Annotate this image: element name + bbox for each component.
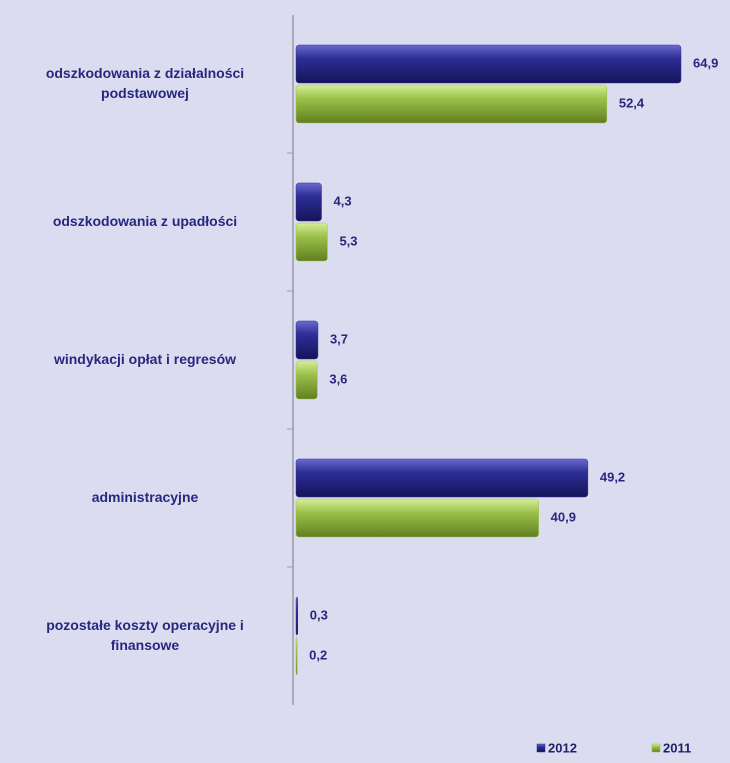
category-label: odszkodowania z upadłości: [53, 213, 237, 229]
category-label: windykacji opłat i regresów: [53, 351, 236, 367]
bar: [295, 596, 299, 636]
legend-swatch: [651, 743, 661, 753]
value-label: 0,2: [309, 647, 327, 662]
value-label: 52,4: [619, 95, 645, 110]
legend-swatch: [536, 743, 546, 753]
category-label: administracyjne: [92, 489, 199, 505]
legend-label: 2012: [548, 740, 577, 755]
value-label: 40,9: [551, 509, 576, 524]
value-label: 4,3: [334, 193, 352, 208]
value-label: 64,9: [693, 55, 718, 70]
bar: [295, 320, 319, 360]
bar: [295, 44, 682, 84]
value-label: 49,2: [600, 469, 625, 484]
category-label: pozostałe koszty operacyjne i finansowe: [46, 617, 244, 653]
bar: [295, 458, 589, 498]
bar: [295, 84, 608, 124]
bar: [295, 498, 539, 538]
category-label: odszkodowania z działalności podstawowej: [46, 65, 244, 101]
value-label: 0,3: [310, 607, 328, 622]
bar: [295, 360, 318, 400]
value-label: 3,7: [330, 331, 348, 346]
value-label: 5,3: [339, 233, 357, 248]
bar: [295, 636, 298, 676]
value-label: 3,6: [329, 371, 347, 386]
bar: [295, 222, 328, 262]
legend-label: 2011: [663, 740, 691, 755]
bar: [295, 182, 322, 222]
